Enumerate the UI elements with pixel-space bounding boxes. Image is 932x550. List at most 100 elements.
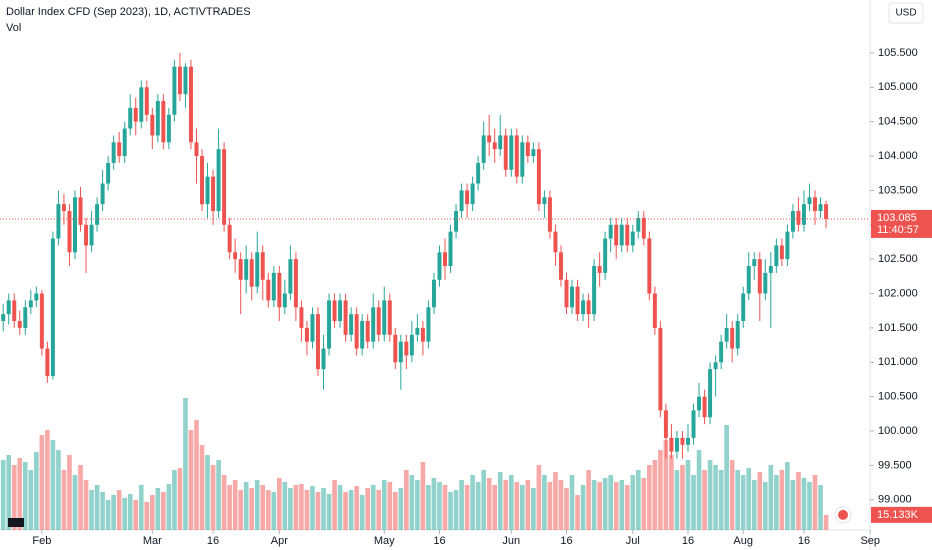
volume-bar [83, 480, 89, 530]
currency-label[interactable]: USD [895, 8, 916, 19]
candle-body [498, 135, 503, 150]
volume-bar [67, 455, 72, 530]
candle-body [525, 142, 530, 157]
logo-shape [8, 518, 24, 527]
y-tick-label: 102.000 [878, 287, 918, 299]
volume-bar [774, 475, 779, 530]
candle-body [592, 266, 597, 315]
candle-body [553, 231, 558, 253]
volume-bar [337, 485, 343, 530]
volume-bar [525, 480, 531, 530]
x-tick-label: Jun [502, 535, 520, 547]
y-tick-label: 103.500 [878, 184, 918, 196]
candle-body [708, 369, 713, 418]
volume-bar [652, 460, 658, 530]
volume-bar [768, 465, 774, 530]
candle-body [376, 307, 381, 335]
volume-bar [757, 472, 763, 530]
volume-bar [514, 482, 520, 530]
volume-bar [265, 490, 271, 530]
volume-bar [586, 470, 591, 530]
volume-bar [818, 485, 823, 530]
volume-bar [6, 455, 12, 530]
volume-bar [172, 470, 177, 530]
candle-body [354, 314, 359, 349]
volume-bar [254, 480, 260, 530]
candle-body [636, 217, 641, 232]
volume-bar [492, 485, 498, 530]
candle-body [166, 114, 171, 143]
volume-bar [28, 470, 34, 530]
volume-pane [0, 398, 829, 530]
volume-bar [94, 485, 100, 530]
candle-body [100, 183, 105, 205]
candle-body [398, 341, 403, 363]
volume-bar [459, 480, 464, 530]
volume-bar [365, 488, 371, 530]
volume-bar [531, 488, 536, 530]
x-tick-label: 16 [433, 535, 445, 547]
volume-bar [663, 440, 669, 530]
candle-body [67, 211, 72, 253]
candle-body [255, 252, 260, 287]
candle-body [415, 327, 420, 335]
currency-button[interactable] [888, 2, 924, 24]
candle-body [238, 259, 243, 280]
volume-bar [50, 440, 56, 530]
candle-body [813, 197, 818, 212]
volume-bar [464, 485, 470, 530]
volume-bar [426, 485, 431, 530]
x-tick-label: 16 [798, 535, 810, 547]
volume-bar [111, 495, 116, 530]
y-tick-label: 102.500 [878, 253, 918, 265]
candle-body [128, 107, 133, 129]
volume-bar [630, 475, 636, 530]
candle-body [531, 149, 536, 157]
candle-body [459, 190, 464, 212]
y-tick-label: 101.000 [878, 356, 918, 368]
candle-body [570, 286, 575, 308]
candle-body [437, 252, 442, 280]
candle-body [697, 396, 702, 411]
candle-body [509, 135, 514, 170]
candle-body [443, 252, 447, 267]
volume-bar [647, 465, 652, 530]
volume-bar [669, 455, 674, 530]
candle-body [713, 362, 718, 370]
volume-bar [354, 486, 359, 530]
candle-body [122, 128, 127, 157]
x-tick-label: Jul [626, 535, 640, 547]
volume-bar [746, 468, 752, 530]
candle-body [581, 300, 586, 315]
candle-body [288, 259, 293, 294]
y-tick-label: 105.000 [878, 81, 918, 93]
candle-body [686, 437, 690, 445]
candle-body [310, 314, 315, 342]
volume-bar [729, 460, 735, 530]
volume-bar [398, 488, 404, 530]
volume-bar [536, 465, 542, 530]
volume-bar [315, 492, 321, 530]
candle-body [349, 314, 354, 335]
volume-bar [470, 475, 475, 530]
candle-body [260, 252, 265, 280]
volume-bar [796, 472, 801, 530]
candle-body [12, 300, 17, 322]
volume-bar [238, 490, 243, 530]
candle-body [597, 266, 602, 273]
chart-title: Dollar Index CFD (Sep 2023), 1D, ACTIVTR… [6, 6, 251, 18]
volume-bar [503, 480, 509, 530]
candle-body [824, 204, 829, 219]
candle-body [172, 66, 177, 115]
candle-body [266, 279, 271, 301]
candle-body [652, 293, 657, 328]
volume-bar [343, 492, 348, 530]
candle-body [768, 266, 773, 273]
volume-bar [17, 458, 23, 530]
candle-body [603, 238, 608, 273]
volume-bar [210, 465, 216, 530]
volume-bar [387, 482, 393, 530]
volume-bar [249, 488, 255, 530]
x-tick-label: Sep [860, 535, 880, 547]
